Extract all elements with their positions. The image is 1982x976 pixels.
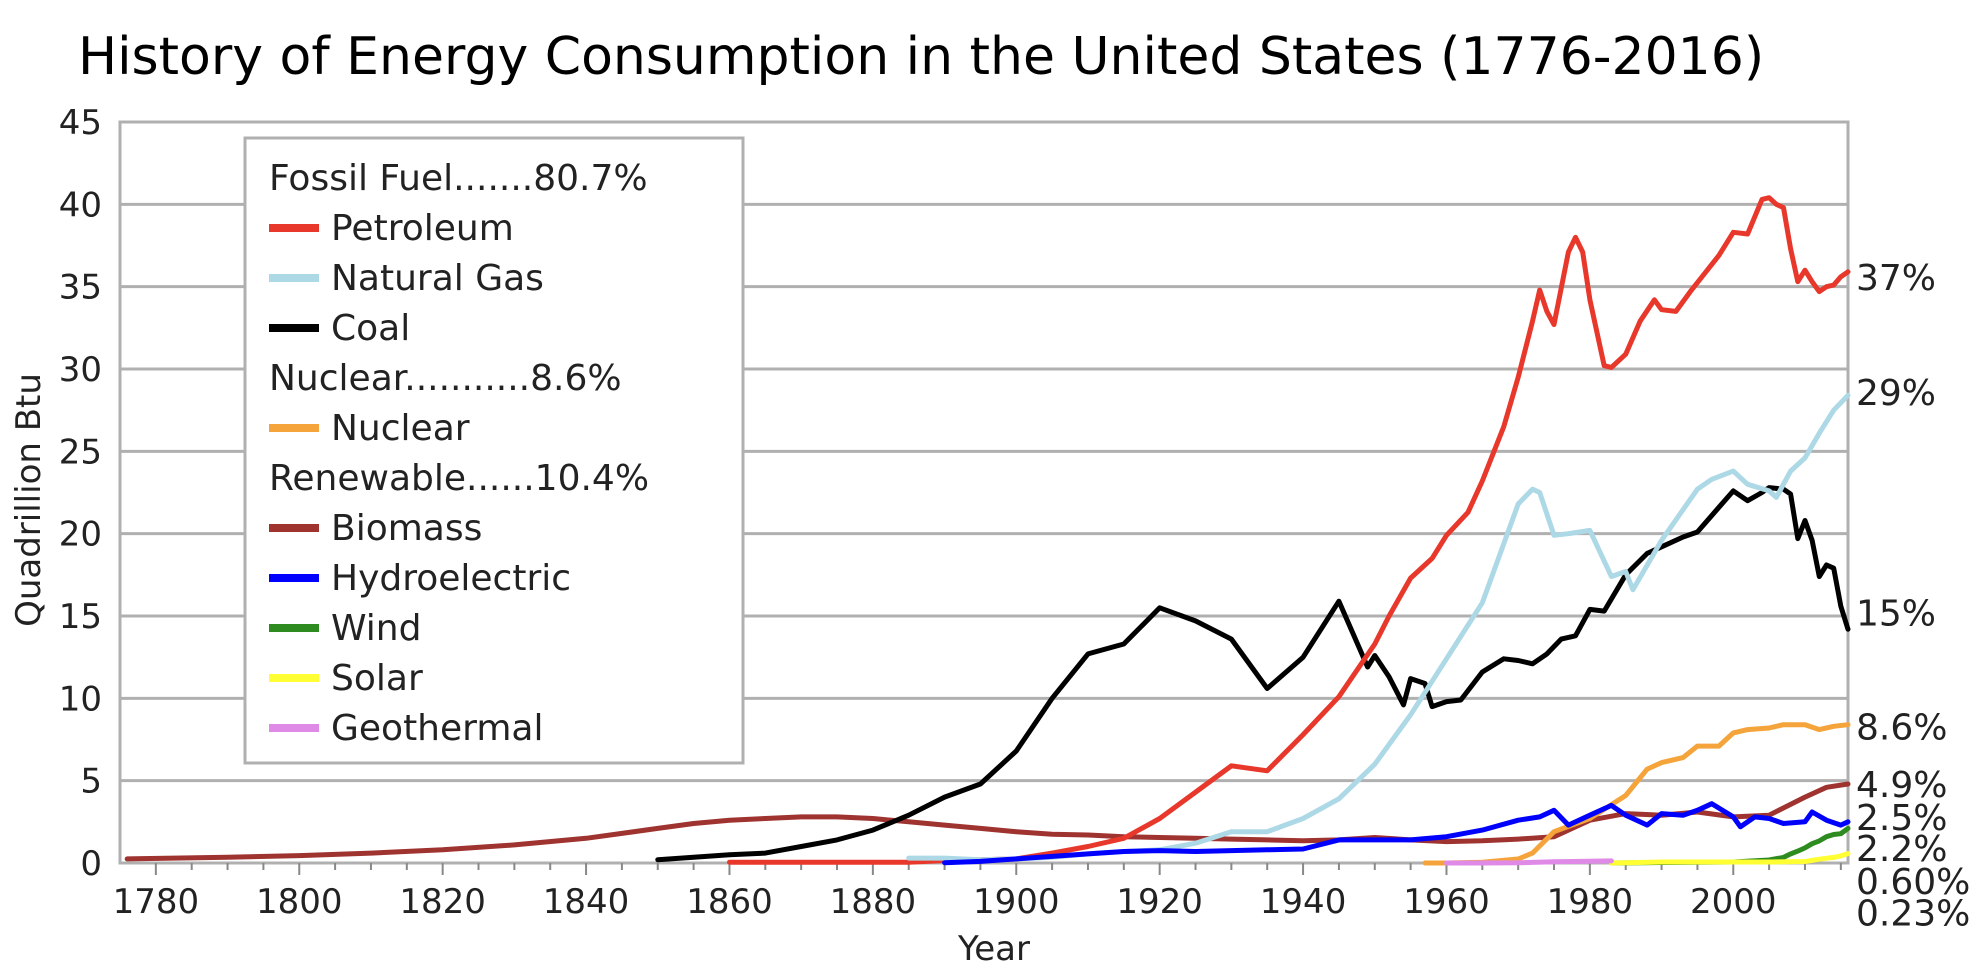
y-tick-label: 25 [59,432,102,472]
y-axis-label: Quadrillion Btu [9,373,49,627]
y-tick-label: 20 [59,515,102,555]
y-tick-label: 30 [59,350,102,390]
x-tick-label: 1900 [973,882,1060,922]
legend-entry-solar: Solar [331,658,423,699]
x-tick-label: 1940 [1260,882,1347,922]
x-tick-label: 1920 [1116,882,1203,922]
x-tick-label: 1800 [256,882,343,922]
end-label: 2.2% [1856,829,1947,870]
x-tick-label: 2000 [1690,882,1777,922]
series-line-coal [655,485,1851,863]
series-lines [124,195,1851,866]
legend-heading: Fossil Fuel.......80.7% [269,158,648,199]
end-label: 4.9% [1856,765,1947,806]
x-tick-label: 1960 [1403,882,1490,922]
x-axis-label: Year [957,929,1030,969]
series-line-geothermal [1444,858,1614,866]
x-tick-label: 1820 [399,882,486,922]
series-line-natural-gas [906,392,1851,863]
x-tick-label: 1780 [113,882,200,922]
legend-entry-nuclear: Nuclear [331,408,470,449]
legend-entry-geothermal: Geothermal [331,708,543,749]
end-label: 37% [1856,258,1936,299]
y-tick-label: 45 [59,103,102,143]
y-axis: 0 5 10 15 20 25 30 35 40 45 [59,103,102,884]
series-line-nuclear [1422,722,1851,866]
y-tick-label: 15 [59,597,102,637]
y-tick-label: 10 [59,679,102,719]
y-tick-label: 35 [59,268,102,308]
y-tick-label: 40 [59,185,102,225]
chart-title: History of Energy Consumption in the Uni… [78,27,1764,87]
end-label: 8.6% [1856,707,1947,748]
x-axis: 1780 1800 1820 1840 1860 1880 1900 1920 1940 1960… [113,863,1842,922]
end-label: 0.23% [1856,893,1970,934]
legend-box [243,136,745,765]
legend-entry-hydroelectric: Hydroelectric [331,558,571,599]
legend-heading: Nuclear...........8.6% [269,358,622,399]
x-tick-label: 1860 [686,882,773,922]
legend-entry-wind: Wind [331,608,421,649]
end-label: 0.60% [1856,862,1970,903]
legend-entry-natural-gas: Natural Gas [331,258,544,299]
series-line-solar [1608,851,1851,866]
x-tick-label: 1840 [543,882,630,922]
series-line-biomass [124,781,1851,862]
legend-heading: Renewable......10.4% [269,458,649,499]
x-tick-label: 1980 [1547,882,1634,922]
series-line-hydroelectric [942,801,1851,866]
end-label: 29% [1856,373,1936,414]
y-tick-label: 0 [80,844,102,884]
x-tick-label: 1880 [830,882,917,922]
series-line-petroleum [727,195,1851,865]
legend-entry-coal: Coal [331,308,410,349]
legend-entry-petroleum: Petroleum [331,208,514,249]
legend: Fossil Fuel.......80.7% Petroleum Natural … [243,136,745,765]
end-label: 2.5% [1856,798,1947,839]
legend-entry-biomass: Biomass [331,508,482,549]
end-label: 15% [1856,594,1936,635]
end-labels: 37% 29% 15% 8.6% 4.9%2.5%2.2%0.60%0.23% [1856,258,1970,935]
y-tick-label: 5 [80,762,102,802]
